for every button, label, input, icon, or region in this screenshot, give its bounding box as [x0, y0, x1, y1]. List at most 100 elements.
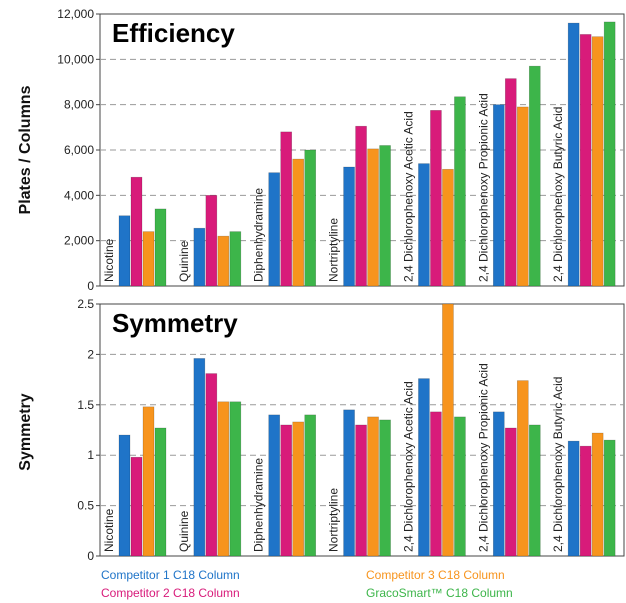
bar-competitor-3-c18-column-nicotine [142, 231, 155, 287]
bar-competitor-2-c18-column-nicotine [130, 176, 143, 287]
bar-competitor-3-c18-column-quinine [217, 235, 230, 287]
bar-competitor-1-c18-column-quinine [193, 227, 206, 287]
bar-gracosmart-c18-column-2-4-dichlorophenoxy-propionic-acid [528, 424, 541, 557]
category-group-nicotine: Nicotine [102, 406, 167, 557]
bar-gracosmart-c18-column-2-4-dichlorophenoxy-butyric-acid [603, 21, 616, 287]
bar-gracosmart-c18-column-nicotine [154, 208, 167, 287]
category-group-diphenhydramine: Diphenhydramine [252, 131, 317, 287]
bar-competitor-2-c18-column-2-4-dichlorophenoxy-butyric-acid [579, 34, 592, 287]
bar-competitor-1-c18-column-diphenhydramine [268, 172, 281, 287]
y-tick-label: 6,000 [64, 143, 94, 157]
bar-competitor-1-c18-column-2-4-dichlorophenoxy-acetic-acid [418, 378, 430, 557]
bar-gracosmart-c18-column-2-4-dichlorophenoxy-butyric-acid [603, 439, 616, 557]
category-label: Nortriptyline [327, 218, 341, 282]
bar-competitor-1-c18-column-2-4-dichlorophenoxy-acetic-acid [418, 163, 430, 287]
bar-competitor-1-c18-column-nortriptyline [343, 166, 355, 287]
bar-competitor-3-c18-column-2-4-dichlorophenoxy-acetic-acid [442, 303, 454, 557]
bar-competitor-3-c18-column-nortriptyline [367, 148, 379, 287]
bar-gracosmart-c18-column-quinine [229, 231, 242, 287]
category-label: 2,4 Dichlorophenoxy Butyric Acid [551, 107, 565, 282]
category-label: 2,4 Dichlorophenoxy Propionic Acid [476, 93, 490, 282]
y-tick-label: 4,000 [64, 188, 94, 202]
bar-competitor-1-c18-column-2-4-dichlorophenoxy-butyric-acid [567, 440, 580, 557]
y-tick-label: 2,000 [64, 234, 94, 248]
panel-symmetry: 0 0.5 1 1.5 2 2.5 Symmetry Nicotine Quinine Diphe… [17, 297, 625, 563]
category-group-2-4-dichlorophenoxy-acetic-acid: 2,4 Dichlorophenoxy Acetic Acid [401, 303, 466, 557]
panel-title: Symmetry [112, 308, 238, 338]
category-group-2-4-dichlorophenoxy-acetic-acid: 2,4 Dichlorophenoxy Acetic Acid [401, 96, 466, 287]
bar-competitor-2-c18-column-2-4-dichlorophenoxy-propionic-acid [504, 427, 517, 557]
y-tick-label: 2 [87, 347, 94, 361]
legend-item-competitor-3: Competitor 3 C18 Column [366, 568, 505, 582]
bar-competitor-2-c18-column-nortriptyline [355, 125, 367, 287]
panel-efficiency: 0 2,000 4,000 6,000 8,000 10,000 12,000 Plates … [17, 7, 625, 293]
bar-competitor-1-c18-column-2-4-dichlorophenoxy-butyric-acid [567, 22, 580, 287]
legend-item-competitor-2: Competitor 2 C18 Column [101, 586, 240, 600]
bar-competitor-2-c18-column-quinine [205, 195, 218, 287]
bar-competitor-1-c18-column-nicotine [118, 215, 131, 287]
bar-competitor-2-c18-column-diphenhydramine [280, 424, 293, 557]
bar-competitor-3-c18-column-2-4-dichlorophenoxy-acetic-acid [442, 168, 454, 287]
bar-competitor-1-c18-column-2-4-dichlorophenoxy-propionic-acid [492, 104, 505, 287]
category-label: Nicotine [102, 238, 116, 282]
category-group-quinine: Quinine [177, 358, 242, 557]
bar-competitor-3-c18-column-2-4-dichlorophenoxy-propionic-acid [516, 380, 529, 557]
y-tick-label: 1.5 [77, 398, 94, 412]
bar-gracosmart-c18-column-2-4-dichlorophenoxy-propionic-acid [528, 65, 541, 287]
bar-competitor-1-c18-column-2-4-dichlorophenoxy-propionic-acid [492, 411, 505, 557]
bar-competitor-1-c18-column-nortriptyline [343, 409, 355, 557]
bar-competitor-3-c18-column-2-4-dichlorophenoxy-propionic-acid [516, 106, 529, 287]
category-label: 2,4 Dichlorophenoxy Acetic Acid [401, 111, 415, 282]
bar-gracosmart-c18-column-diphenhydramine [304, 149, 317, 287]
bar-competitor-2-c18-column-2-4-dichlorophenoxy-butyric-acid [579, 445, 592, 557]
bar-competitor-2-c18-column-2-4-dichlorophenoxy-acetic-acid [430, 110, 442, 287]
bar-competitor-3-c18-column-diphenhydramine [292, 421, 305, 557]
bar-gracosmart-c18-column-nortriptyline [379, 419, 391, 557]
category-group-quinine: Quinine [177, 195, 242, 287]
bar-gracosmart-c18-column-2-4-dichlorophenoxy-acetic-acid [454, 96, 466, 287]
bar-competitor-1-c18-column-diphenhydramine [268, 414, 281, 557]
bar-competitor-2-c18-column-nicotine [130, 456, 143, 557]
category-label: Diphenhydramine [252, 188, 266, 282]
category-label: Diphenhydramine [252, 458, 266, 552]
y-axis-label: Plates / Columns [17, 85, 34, 214]
category-label: 2,4 Dichlorophenoxy Butyric Acid [551, 377, 565, 552]
bar-competitor-2-c18-column-diphenhydramine [280, 131, 293, 287]
bar-competitor-3-c18-column-diphenhydramine [292, 158, 305, 287]
category-label: 2,4 Dichlorophenoxy Propionic Acid [476, 363, 490, 552]
bar-competitor-3-c18-column-nortriptyline [367, 416, 379, 557]
category-group-2-4-dichlorophenoxy-butyric-acid: 2,4 Dichlorophenoxy Butyric Acid [551, 21, 616, 287]
category-group-2-4-dichlorophenoxy-propionic-acid: 2,4 Dichlorophenoxy Propionic Acid [476, 65, 541, 287]
y-tick-label: 0 [87, 549, 94, 563]
bar-competitor-2-c18-column-nortriptyline [355, 424, 367, 557]
bar-competitor-3-c18-column-nicotine [142, 406, 155, 557]
legend-item-gracosmart: GracoSmart™ C18 Column [366, 586, 513, 600]
bar-gracosmart-c18-column-nortriptyline [379, 145, 391, 287]
category-label: Quinine [177, 510, 191, 552]
bar-competitor-3-c18-column-quinine [217, 401, 230, 557]
category-group-nicotine: Nicotine [102, 176, 167, 287]
bar-gracosmart-c18-column-quinine [229, 401, 242, 557]
y-tick-label: 0 [87, 279, 94, 293]
category-group-diphenhydramine: Diphenhydramine [252, 414, 317, 557]
category-group-2-4-dichlorophenoxy-propionic-acid: 2,4 Dichlorophenoxy Propionic Acid [476, 363, 541, 557]
bar-competitor-3-c18-column-2-4-dichlorophenoxy-butyric-acid [591, 36, 604, 287]
bar-competitor-1-c18-column-quinine [193, 358, 206, 557]
bar-competitor-2-c18-column-2-4-dichlorophenoxy-propionic-acid [504, 78, 517, 287]
category-label: Quinine [177, 240, 191, 282]
category-label: Nortriptyline [327, 488, 341, 552]
y-tick-label: 2.5 [77, 297, 94, 311]
bar-competitor-1-c18-column-nicotine [118, 434, 131, 557]
category-label: Nicotine [102, 508, 116, 552]
category-group-nortriptyline: Nortriptyline [327, 409, 391, 557]
bar-competitor-2-c18-column-2-4-dichlorophenoxy-acetic-acid [430, 411, 442, 557]
legend-item-competitor-1: Competitor 1 C18 Column [101, 568, 240, 582]
bar-gracosmart-c18-column-diphenhydramine [304, 414, 317, 557]
y-tick-label: 10,000 [57, 52, 94, 66]
y-axis-label: Symmetry [17, 393, 34, 470]
y-tick-label: 12,000 [57, 7, 94, 21]
y-tick-label: 8,000 [64, 98, 94, 112]
panel-title: Efficiency [112, 18, 235, 48]
legend: Competitor 1 C18 Column Competitor 2 C18… [0, 566, 626, 603]
